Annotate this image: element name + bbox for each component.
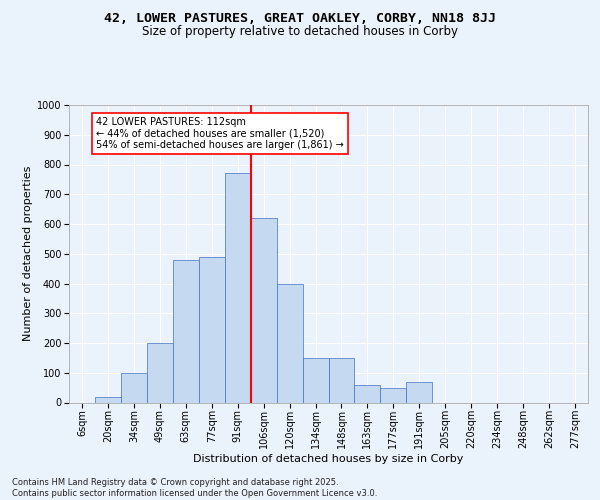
Bar — [380, 388, 406, 402]
Bar — [199, 256, 224, 402]
Text: 42 LOWER PASTURES: 112sqm
← 44% of detached houses are smaller (1,520)
54% of se: 42 LOWER PASTURES: 112sqm ← 44% of detac… — [96, 117, 344, 150]
Bar — [147, 343, 173, 402]
Text: 42, LOWER PASTURES, GREAT OAKLEY, CORBY, NN18 8JJ: 42, LOWER PASTURES, GREAT OAKLEY, CORBY,… — [104, 12, 496, 26]
Text: Contains HM Land Registry data © Crown copyright and database right 2025.
Contai: Contains HM Land Registry data © Crown c… — [12, 478, 377, 498]
Bar — [355, 384, 380, 402]
Text: Size of property relative to detached houses in Corby: Size of property relative to detached ho… — [142, 25, 458, 38]
Bar — [173, 260, 199, 402]
Bar — [329, 358, 355, 403]
Bar — [225, 174, 251, 402]
Bar — [251, 218, 277, 402]
Bar — [302, 358, 329, 403]
Bar — [277, 284, 302, 403]
Bar — [406, 382, 432, 402]
Y-axis label: Number of detached properties: Number of detached properties — [23, 166, 32, 342]
Bar — [121, 373, 147, 402]
Bar — [95, 396, 121, 402]
X-axis label: Distribution of detached houses by size in Corby: Distribution of detached houses by size … — [193, 454, 464, 464]
